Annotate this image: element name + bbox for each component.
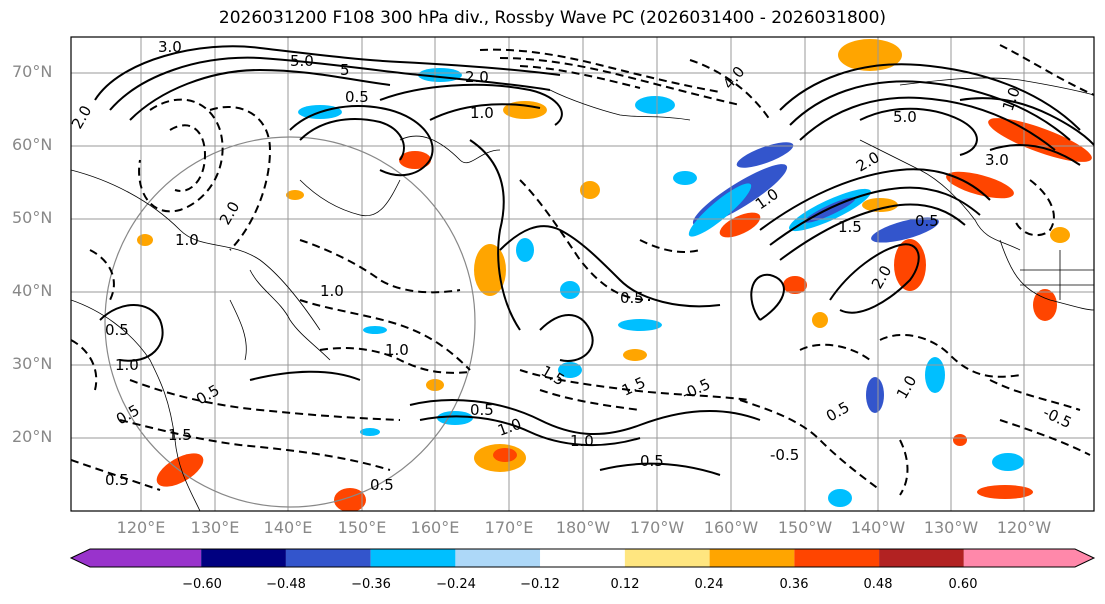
contour-label: -0.5 xyxy=(770,446,799,464)
contour-label: 1.5 xyxy=(838,218,862,236)
lon-label: 160°E xyxy=(410,518,460,537)
lat-label: 50°N xyxy=(12,208,53,227)
map-frame xyxy=(70,36,1095,512)
contour-label: 1.0 xyxy=(320,282,344,300)
lon-label: 130°W xyxy=(923,518,979,537)
coastlines xyxy=(71,77,1094,511)
graticule xyxy=(71,37,1094,511)
colorbar-segment xyxy=(709,549,795,567)
colorbar-tick-label: −0.48 xyxy=(266,577,306,592)
colorbar-segment xyxy=(201,549,286,567)
lon-label: 160°W xyxy=(703,518,759,537)
contour-label: 0.5 xyxy=(470,401,494,419)
lon-label: 120°E xyxy=(116,518,166,537)
lat-label: 20°N xyxy=(12,427,53,446)
contour-label: 0.5 xyxy=(640,452,664,470)
lat-label: 60°N xyxy=(12,135,53,154)
colorbar-tick-label: 0.60 xyxy=(948,577,978,592)
colorbar-tick-label: −0.36 xyxy=(351,577,391,592)
colorbar-segment xyxy=(879,549,964,567)
solid-contours xyxy=(94,45,1094,476)
colorbar-tick-label: −0.12 xyxy=(520,577,560,592)
colorbar-segment xyxy=(1075,549,1094,567)
colorbar-tick-label: 0.12 xyxy=(610,577,640,592)
contour-label: 3.0 xyxy=(158,38,182,56)
lat-label: 40°N xyxy=(12,281,53,300)
colorbar-segment xyxy=(285,549,371,567)
contour-label: 5.0 xyxy=(290,52,314,70)
colorbar-segment xyxy=(455,549,541,567)
colorbar-outline xyxy=(69,548,1096,568)
lon-label: 130°E xyxy=(190,518,240,537)
contour-label: 2.0 xyxy=(465,68,489,86)
contour-label: 0.5 xyxy=(345,88,369,106)
contour-label: 1.0 xyxy=(470,104,494,122)
lon-label: 140°W xyxy=(850,518,906,537)
lon-label: 170°W xyxy=(629,518,685,537)
contour-label: 0.5 xyxy=(915,212,939,230)
lon-label: 140°E xyxy=(263,518,313,537)
colorbar-segment xyxy=(624,549,710,567)
map-plot-area: 3.0 5.0 2.0 5 1.0 0.5 2.0 1.0 4.0 5.0 3.… xyxy=(71,37,1094,511)
contour-label: 0.5 xyxy=(620,289,644,307)
lat-label: 30°N xyxy=(12,354,53,373)
colorbar-tick-label: 0.36 xyxy=(779,577,809,592)
contour-label: 3.0 xyxy=(985,151,1009,169)
colorbar-segment xyxy=(794,549,880,567)
colorbar-tick-label: −0.60 xyxy=(182,577,222,592)
colorbar-tick-label: 0.48 xyxy=(863,577,893,592)
contour-label: 5.0 xyxy=(893,108,917,126)
contour-label: 5 xyxy=(340,61,350,79)
divergence-shading xyxy=(137,39,1092,511)
contour-label: 0.5 xyxy=(105,471,129,489)
contour-label: 1.0 xyxy=(385,341,409,359)
contour-label: 1.0 xyxy=(570,432,594,450)
contour-label: 1.0 xyxy=(115,356,139,374)
contour-label: 0.5 xyxy=(105,321,129,339)
colorbar-segment xyxy=(370,549,456,567)
colorbar-segment xyxy=(540,549,625,567)
contour-label: 1.5 xyxy=(168,426,192,444)
lon-label: 120°W xyxy=(996,518,1052,537)
colorbar-tick-label: 0.24 xyxy=(694,577,724,592)
colorbar xyxy=(69,548,1096,568)
lon-label: 150°E xyxy=(337,518,387,537)
lon-label: 170°E xyxy=(484,518,534,537)
dashed-contours xyxy=(71,44,1094,496)
map-title: 2026031200 F108 300 hPa div., Rossby Wav… xyxy=(218,8,887,28)
lon-label: 150°W xyxy=(777,518,833,537)
contour-label: 0.5 xyxy=(370,476,394,494)
colorbar-tick-label: −0.24 xyxy=(436,577,476,592)
colorbar-segment xyxy=(90,549,202,567)
lat-label: 70°N xyxy=(12,62,53,81)
lon-label: 180°W xyxy=(555,518,611,537)
colorbar-segment xyxy=(963,549,1075,567)
colorbar-segment xyxy=(71,549,90,567)
contour-label: 1.0 xyxy=(175,231,199,249)
